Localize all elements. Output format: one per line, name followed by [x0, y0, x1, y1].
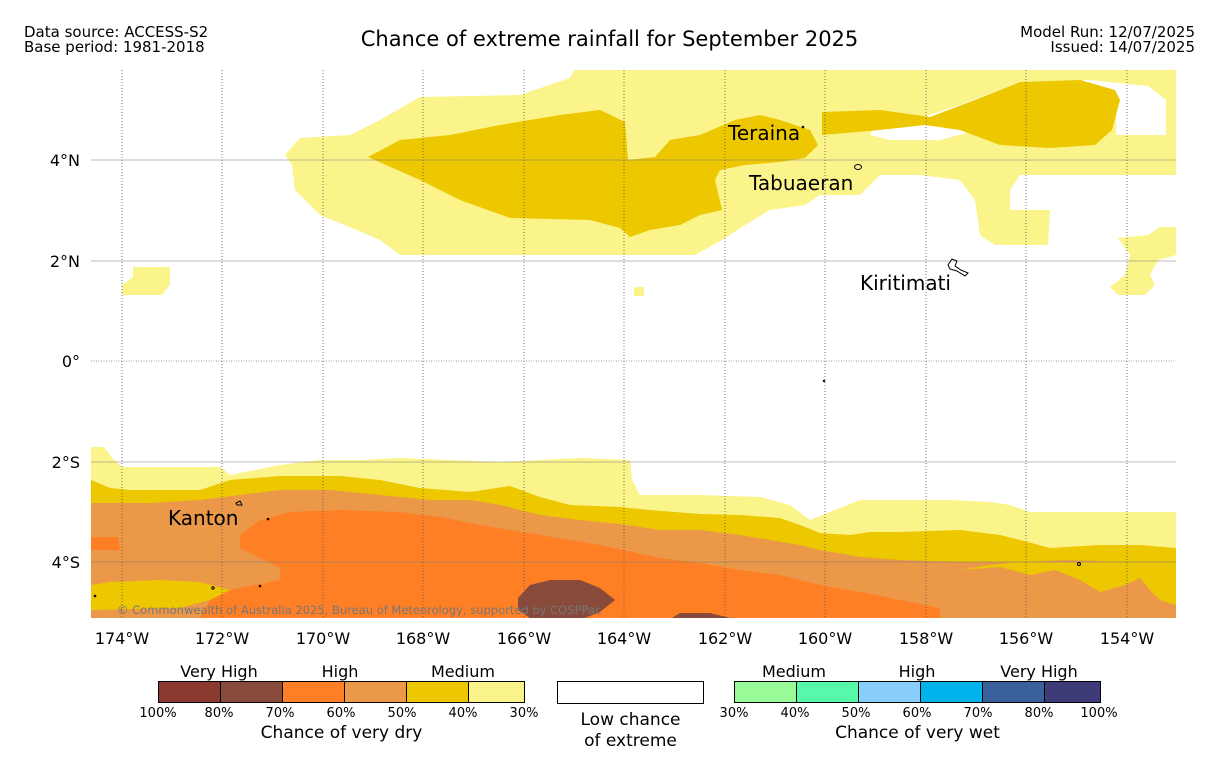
copyright-text: © Commonwealth of Australia 2025, Bureau…: [117, 603, 601, 617]
low-chance-line2: of extreme: [584, 731, 677, 751]
islet-3: [211, 586, 215, 590]
wet-tick: 70%: [963, 706, 993, 721]
dry-tick: 80%: [204, 706, 234, 721]
wet-swatch: [735, 682, 796, 702]
wet-category-medium: Medium: [762, 662, 826, 681]
brown-very-high-patch: [518, 580, 615, 618]
model-run-info: Model Run: 12/07/2025 Issued: 14/07/2025: [1020, 25, 1195, 55]
wet-tick: 100%: [1080, 706, 1118, 721]
place-label-kiritimati: Kiritimati: [860, 271, 951, 295]
data-source-info: Data source: ACCESS-S2 Base period: 1981…: [24, 25, 208, 55]
tabuaeran-island: [854, 164, 862, 170]
dry-tick: 50%: [387, 706, 417, 721]
lon-label: 158°W: [899, 629, 954, 648]
latitude-axis: 4°N 2°N 0° 2°S 4°S: [50, 151, 80, 572]
lon-label: 174°W: [95, 629, 150, 648]
south-orange-region: [91, 510, 960, 618]
issued-text: Issued: 14/07/2025: [1050, 38, 1195, 56]
islet-2: [266, 517, 270, 521]
lon-label: 154°W: [1100, 629, 1155, 648]
lon-label: 172°W: [195, 629, 250, 648]
kiritimati-island: [947, 258, 969, 277]
dry-tick: 30%: [509, 706, 539, 721]
lon-label: 164°W: [597, 629, 652, 648]
base-period-text: Base period: 1981-2018: [24, 38, 205, 56]
lat-label: 2°S: [52, 453, 80, 472]
dry-tick: 100%: [139, 706, 177, 721]
gridlines: [91, 70, 1176, 618]
north-gold-region: [368, 110, 818, 237]
dry-swatch: [282, 682, 344, 702]
wet-tick: 30%: [719, 706, 749, 721]
dry-category-high: High: [321, 662, 359, 681]
wet-legend-title: Chance of very wet: [835, 723, 1000, 743]
islet-4: [258, 584, 262, 588]
lat-label: 4°S: [52, 553, 80, 572]
wet-swatch: [982, 682, 1044, 702]
wet-color-bar: [734, 681, 1101, 703]
southwest-gold-region: [91, 580, 230, 610]
islet-5: [93, 594, 97, 598]
model-run-text: Model Run: 12/07/2025: [1020, 23, 1195, 41]
southeast-gold-region: [960, 562, 1176, 605]
small-light-yellow-patch: [634, 287, 644, 296]
low-chance-label: Low chance of extreme: [557, 710, 704, 752]
low-chance-line1: Low chance: [580, 710, 681, 730]
northeast-gold-region: [822, 80, 1120, 148]
lon-label: 166°W: [497, 629, 552, 648]
southeast-tan-region: [940, 575, 1176, 618]
place-label-teraina: Teraina: [727, 121, 800, 145]
dry-legend-title: Chance of very dry: [260, 723, 423, 743]
dry-swatch: [468, 682, 524, 702]
lon-label: 156°W: [999, 629, 1054, 648]
lon-label: 160°W: [798, 629, 853, 648]
wet-tick: 60%: [902, 706, 932, 721]
dry-category-very-high: Very High: [180, 662, 258, 681]
dry-swatch: [344, 682, 406, 702]
islet-1: [822, 379, 826, 383]
dry-tick: 70%: [265, 706, 295, 721]
islet-6: [1077, 562, 1081, 566]
dry-swatch: [220, 682, 282, 702]
dry-tick: 40%: [448, 706, 478, 721]
dry-category-medium: Medium: [431, 662, 495, 681]
map-plot-area: Teraina Tabuaeran Kiritimati Kanton © Co…: [91, 70, 1176, 618]
place-label-tabuaeran: Tabuaeran: [748, 171, 853, 195]
dry-swatch: [406, 682, 468, 702]
low-chance-swatch: [557, 681, 704, 704]
wet-tick: 80%: [1024, 706, 1054, 721]
brown-small-patch: [672, 613, 730, 618]
kanton-island: [235, 500, 243, 506]
dry-tick: 60%: [326, 706, 356, 721]
dry-swatch: [159, 682, 220, 702]
lon-label: 168°W: [396, 629, 451, 648]
teraina-island: [801, 125, 805, 129]
rainfall-map: Teraina Tabuaeran Kiritimati Kanton © Co…: [50, 70, 1176, 648]
wet-category-high: High: [898, 662, 936, 681]
longitude-axis: 174°W 172°W 170°W 168°W 166°W 164°W 162°…: [95, 629, 1155, 648]
lat-label: 4°N: [50, 151, 80, 170]
lon-label: 162°W: [698, 629, 753, 648]
dry-color-bar: [158, 681, 525, 703]
wet-tick: 40%: [780, 706, 810, 721]
wet-swatch: [920, 682, 982, 702]
wet-swatch: [858, 682, 920, 702]
wet-swatch: [1044, 682, 1100, 702]
island-outlines: [93, 125, 1081, 598]
data-source-text: Data source: ACCESS-S2: [24, 23, 209, 41]
lon-label: 170°W: [296, 629, 351, 648]
lat-label: 0°: [62, 352, 80, 371]
place-label-kanton: Kanton: [168, 506, 238, 530]
wet-category-very-high: Very High: [1000, 662, 1078, 681]
wet-tick: 50%: [841, 706, 871, 721]
lat-label: 2°N: [50, 252, 80, 271]
wet-swatch: [796, 682, 858, 702]
map-title: Chance of extreme rainfall for September…: [360, 27, 859, 51]
west-light-yellow-patch: [122, 267, 170, 295]
